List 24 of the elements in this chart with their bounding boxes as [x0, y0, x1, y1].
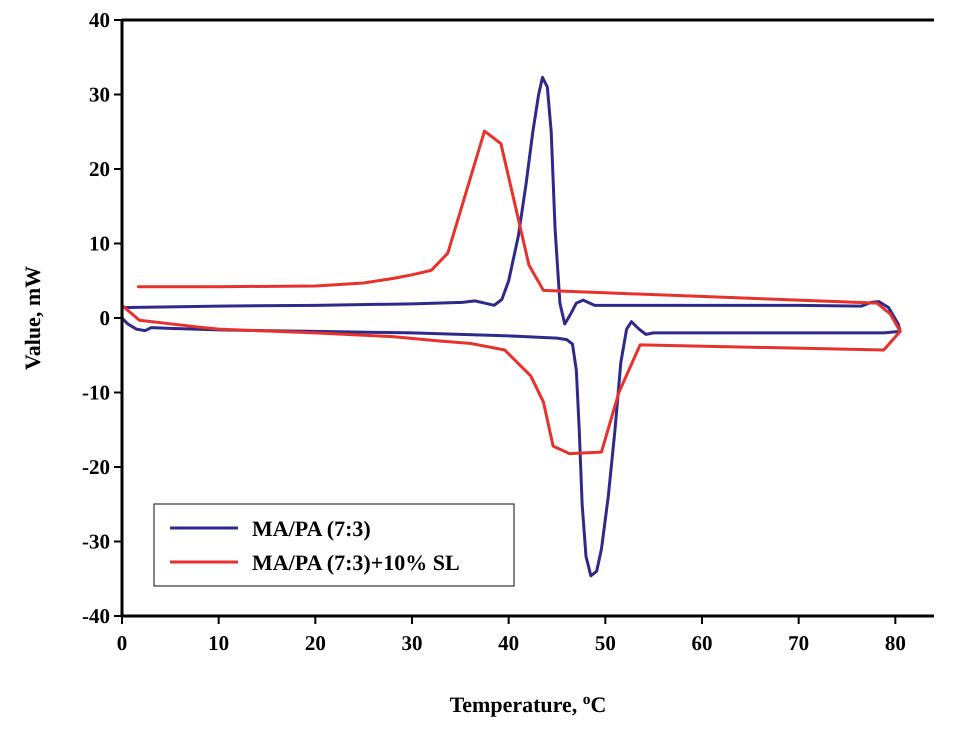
- x-tick-label: 80: [884, 631, 906, 655]
- line-series: [120, 130, 902, 456]
- x-tick-label: 20: [304, 631, 326, 655]
- x-tick-label: 0: [116, 631, 128, 655]
- x-tick-label: 30: [402, 631, 422, 655]
- x-axis-title: Temperature, $^{o}$C: [450, 690, 606, 717]
- legend-label: MA/PA (7:3): [252, 516, 371, 541]
- y-tick-label: -20: [82, 455, 110, 479]
- y-tick-label: 10: [89, 232, 110, 256]
- y-tick-label: 40: [89, 8, 110, 32]
- x-tick-label: 40: [498, 631, 520, 655]
- y-tick-label: 0: [100, 306, 110, 330]
- x-tick-label: 70: [788, 631, 810, 655]
- y-tick-label: -10: [82, 380, 110, 404]
- y-axis-title: Value, mW: [20, 266, 45, 370]
- y-tick-label: -40: [82, 604, 110, 628]
- x-tick-label: 50: [594, 631, 616, 655]
- legend-label: MA/PA (7:3)+10% SL: [252, 550, 460, 575]
- y-tick-label: 20: [89, 157, 110, 181]
- x-tick-label: 10: [208, 631, 230, 655]
- line-series: [120, 76, 902, 578]
- y-tick-label: -30: [82, 530, 110, 554]
- y-tick-label: 30: [89, 82, 110, 106]
- x-tick-label: 60: [692, 631, 712, 655]
